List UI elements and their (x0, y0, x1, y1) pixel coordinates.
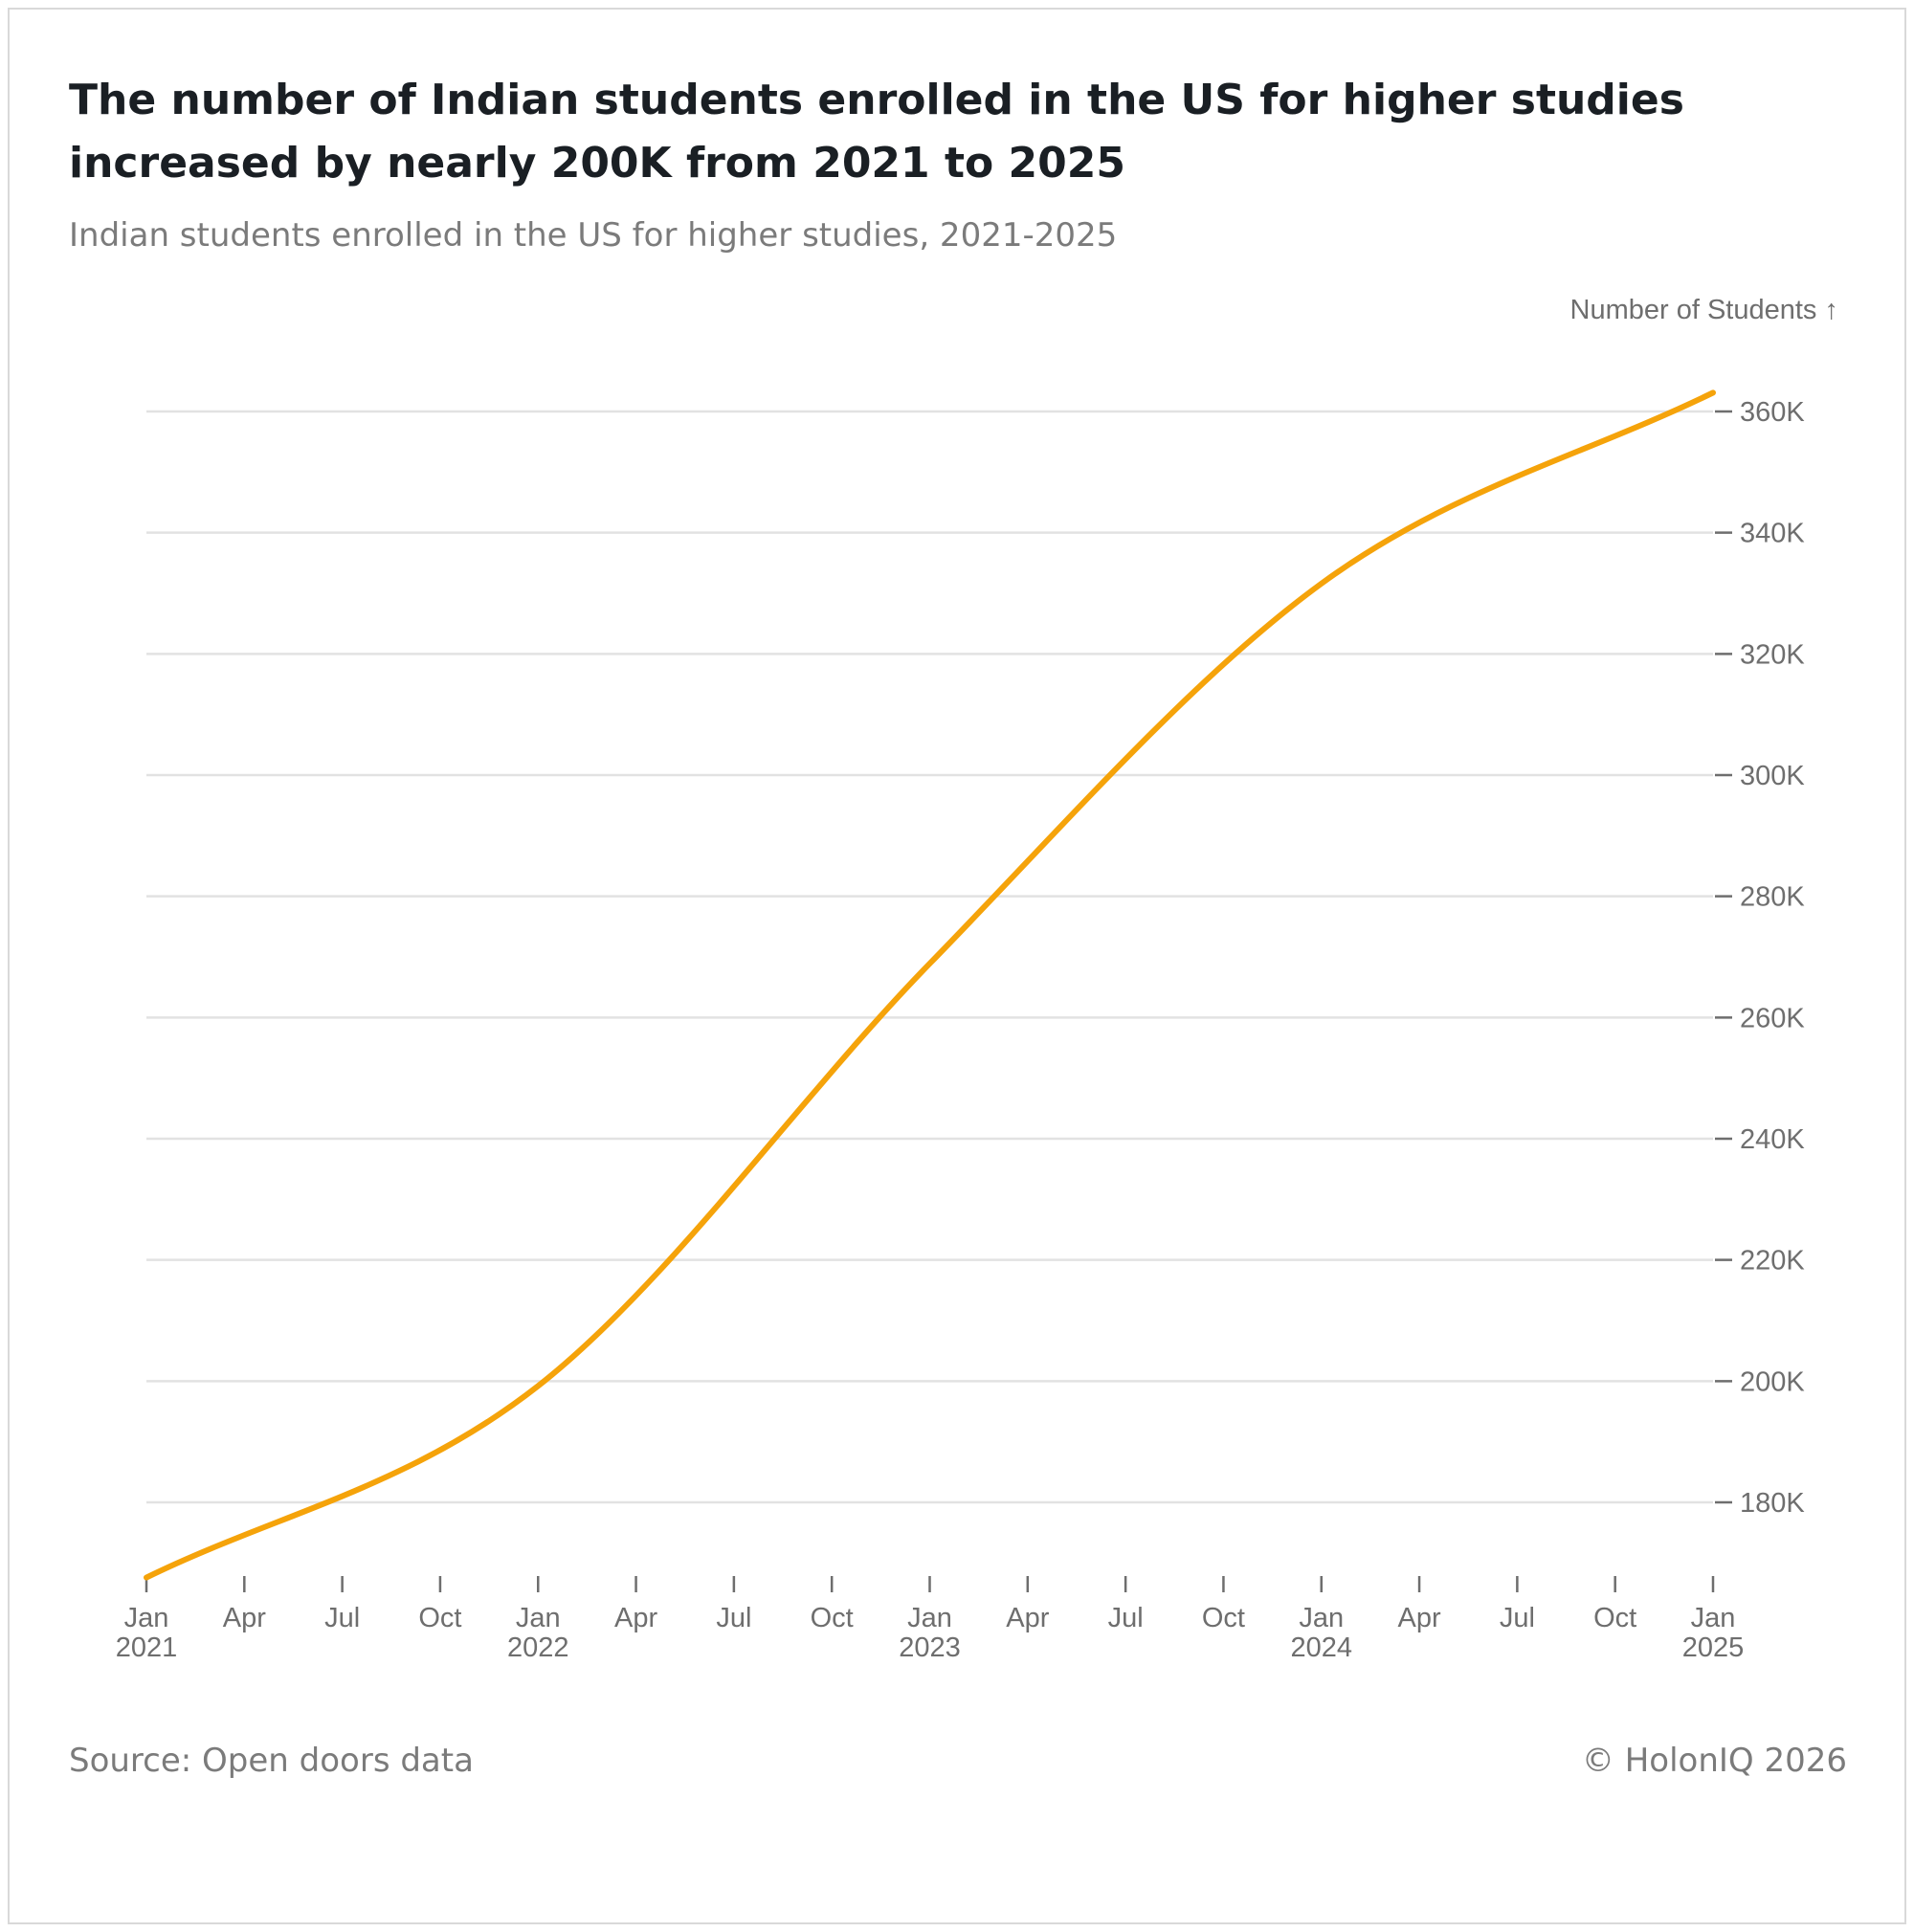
y-tick-label: 340K (1740, 519, 1805, 549)
x-tick-year-label: 2023 (899, 1632, 961, 1663)
x-tick-year-label: 2024 (1290, 1632, 1352, 1663)
y-axis: 180K 200K 220K 240K 260K 280K 300K 320K 340K 360K (1715, 397, 1805, 1519)
x-tick-label: Oct (1202, 1603, 1245, 1633)
y-tick-label: 220K (1740, 1246, 1805, 1277)
x-tick-label: Apr (614, 1603, 657, 1633)
copyright-note: © HolonIQ 2026 (1581, 1742, 1847, 1780)
y-tick-label: 300K (1740, 761, 1805, 791)
x-tick-label: Jul (324, 1603, 360, 1633)
x-tick-label: Apr (1397, 1603, 1440, 1633)
y-tick-label: 180K (1740, 1488, 1805, 1519)
y-tick-label: 320K (1740, 639, 1805, 670)
x-tick-label: Oct (1593, 1603, 1636, 1633)
chart-card (8, 8, 1906, 1924)
x-tick-year-label: 2021 (116, 1632, 178, 1663)
x-tick-label: Jan (1691, 1603, 1736, 1633)
y-tick-label: 200K (1740, 1366, 1805, 1397)
x-tick-label: Jan (516, 1603, 561, 1633)
y-tick-label: 240K (1740, 1124, 1805, 1155)
chart-title: The number of Indian students enrolled i… (69, 76, 1684, 188)
series-layer (144, 389, 1716, 1581)
x-tick-label: Apr (1006, 1603, 1049, 1633)
y-tick-label: 360K (1740, 397, 1805, 428)
x-tick-label: Jul (1108, 1603, 1144, 1633)
x-tick-label: Jan (907, 1603, 952, 1633)
series-line (144, 389, 1716, 1581)
x-tick-label: Jul (716, 1603, 751, 1633)
x-tick-year-label: 2025 (1682, 1632, 1745, 1663)
x-tick-label: Apr (223, 1603, 266, 1633)
y-axis-title: Number of Students ↑ (1570, 295, 1838, 325)
data-point (538, 1386, 539, 1387)
source-note: Source: Open doors data (69, 1742, 474, 1780)
data-point (1713, 392, 1714, 393)
x-tick-label: Jan (1299, 1603, 1344, 1633)
data-point (929, 963, 930, 964)
gridlines (146, 410, 1713, 1504)
chart-subtitle: Indian students enrolled in the US for h… (69, 216, 1118, 255)
line-chart: 180K 200K 220K 240K 260K 280K 300K 320K 340K 360K… (116, 295, 1838, 1663)
data-point (1321, 583, 1322, 584)
x-tick-label: Oct (811, 1603, 854, 1633)
x-tick-label: Oct (418, 1603, 461, 1633)
x-tick-label: Jan (124, 1603, 169, 1633)
y-tick-label: 260K (1740, 1003, 1805, 1033)
y-tick-label: 280K (1740, 882, 1805, 913)
x-tick-year-label: 2022 (507, 1632, 569, 1663)
data-point (146, 1577, 147, 1578)
x-tick-label: Jul (1500, 1603, 1535, 1633)
